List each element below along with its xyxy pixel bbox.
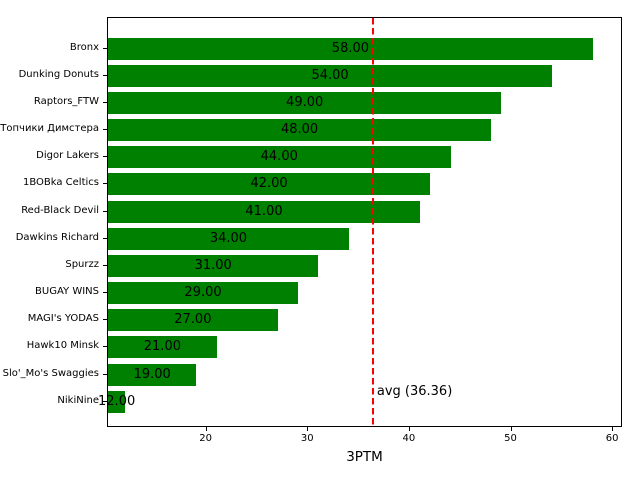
x-axis-tick-label: 30 [300, 433, 314, 444]
y-axis-tick [103, 237, 107, 239]
bar-value-label: 54.00 [311, 67, 349, 83]
y-axis-category-label: Slo'_Mo's Swaggies [2, 367, 99, 379]
x-axis-tick [510, 427, 512, 431]
x-axis-tick-label: 60 [605, 433, 619, 444]
y-axis-tick [103, 373, 107, 375]
bar [108, 363, 197, 386]
y-axis-category-label: 1BOBka Celtics [22, 177, 99, 189]
x-axis-label: 3PTM [346, 449, 383, 465]
bar [108, 227, 349, 250]
bar [108, 200, 421, 223]
bar-value-label: 34.00 [209, 230, 248, 246]
bar [108, 390, 126, 413]
x-axis-tick-label: 50 [504, 433, 517, 444]
bar-value-label: 49.00 [286, 95, 324, 110]
bar-value-label: 21.00 [143, 339, 181, 355]
average-line-label: avg (36.36) [376, 384, 453, 399]
y-axis-category-label: BUGAY WINS [35, 286, 99, 298]
y-axis-tick [103, 47, 107, 49]
y-axis-category-label: Dunking Donuts [18, 68, 99, 80]
bar-value-label: 41.00 [245, 203, 283, 219]
bar [108, 92, 502, 114]
y-axis-tick [103, 292, 107, 294]
y-axis-tick [103, 183, 107, 185]
y-axis-category-label: Spurzz [65, 258, 99, 270]
bar-value-label: 48.00 [280, 122, 319, 138]
y-axis-category-label: Hawk10 Minsk [26, 340, 99, 352]
y-axis-category-label: Raptors_FTW [33, 96, 99, 107]
x-axis-tick-label: 40 [402, 433, 416, 444]
y-axis-category-label: MAGI's YODAS [27, 313, 99, 325]
x-axis-tick [205, 427, 207, 431]
y-axis-category-label: Dawkins Richard [15, 231, 99, 243]
bar [108, 254, 319, 277]
y-axis-tick [103, 319, 107, 321]
average-threshold-line [371, 18, 374, 426]
y-axis-tick [103, 210, 107, 212]
y-axis-category-label: Red-Black Devil [21, 204, 99, 216]
bar-value-label: 42.00 [250, 176, 288, 192]
x-axis-tick [612, 427, 614, 431]
bar [108, 37, 593, 60]
y-axis-category-label: Digor Lakers [36, 150, 99, 162]
y-axis-tick [103, 156, 107, 158]
plot-area: 58.00 54.00 49.00 48.00 44.00 42.00 41.00 34.00… [98, 17, 622, 427]
bar-value-label: 19.00 [133, 366, 171, 382]
bar [108, 336, 217, 359]
bar [108, 282, 299, 305]
bar-value-label: 29.00 [184, 285, 222, 301]
bar [108, 173, 431, 196]
y-axis-category-label: NikiNine [57, 394, 99, 406]
x-axis-tick [307, 427, 309, 431]
y-axis-category-label: Bronx [69, 41, 99, 53]
bar-value-label: 44.00 [260, 149, 298, 165]
x-axis-tick [408, 427, 410, 431]
bar [108, 119, 492, 142]
y-axis-tick [103, 264, 107, 266]
y-axis-category-label: Топчики Димстера [0, 123, 99, 135]
y-axis-tick [103, 346, 107, 348]
y-axis-tick [103, 129, 107, 131]
y-axis-tick [103, 400, 107, 402]
bar [108, 146, 451, 169]
bar-value-label: 12.00 [98, 393, 136, 409]
y-axis-tick [103, 102, 107, 103]
bar-value-label: 31.00 [194, 257, 232, 273]
bar [108, 64, 553, 87]
y-axis-tick [103, 74, 107, 76]
bar-value-label: 58.00 [331, 40, 370, 56]
bar [108, 309, 278, 332]
bar-value-label: 27.00 [174, 312, 212, 328]
x-axis-tick-label: 20 [199, 433, 212, 444]
